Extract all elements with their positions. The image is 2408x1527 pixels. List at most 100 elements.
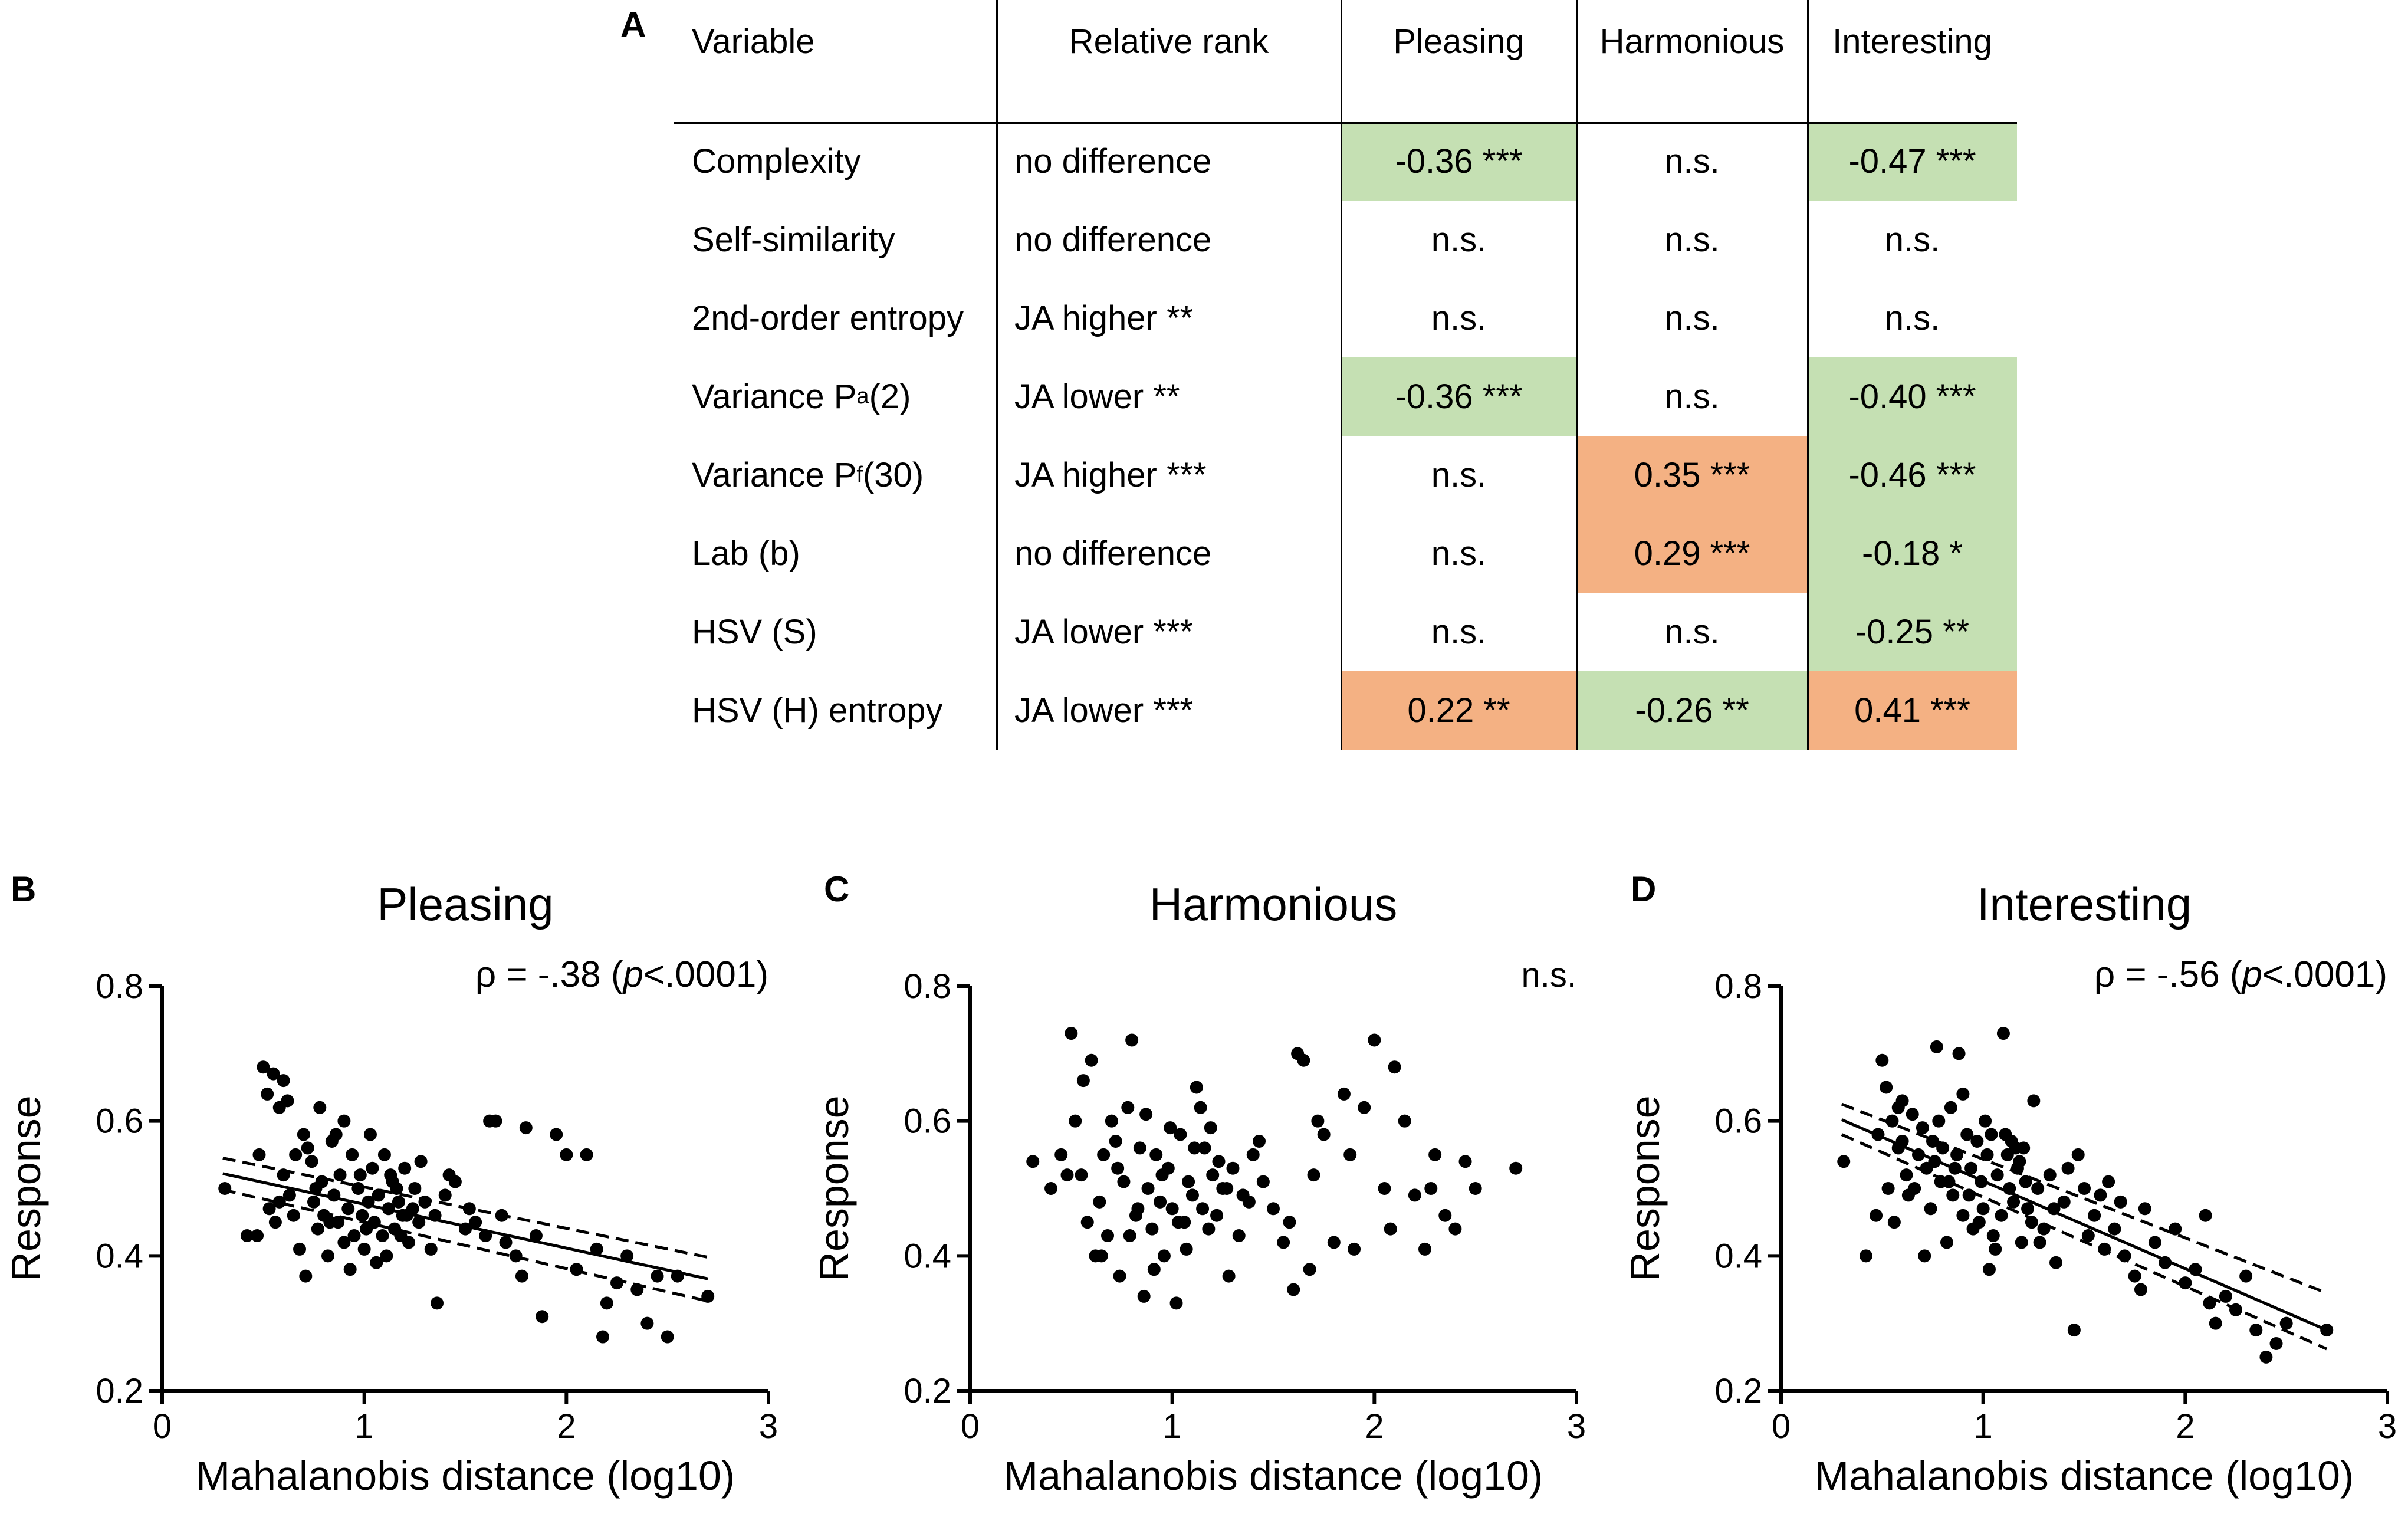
stat-rho: ρ = -.56 ( bbox=[2094, 954, 2242, 995]
data-point bbox=[1069, 1114, 1082, 1128]
data-point bbox=[1297, 1053, 1310, 1067]
data-point bbox=[1182, 1175, 1195, 1188]
y-tick-label: 0.4 bbox=[96, 1237, 143, 1275]
cell-pleasing: -0.36 *** bbox=[1341, 122, 1576, 201]
row-variable: Self-similarity bbox=[692, 221, 895, 259]
data-point bbox=[390, 1182, 403, 1195]
data-point bbox=[1125, 1033, 1139, 1047]
data-point bbox=[268, 1216, 282, 1229]
row-rank: JA higher *** bbox=[1014, 456, 1207, 494]
data-point bbox=[1885, 1114, 1899, 1128]
data-point bbox=[1388, 1060, 1401, 1074]
data-point bbox=[1303, 1263, 1316, 1276]
data-point bbox=[2081, 1229, 2095, 1243]
data-point bbox=[1196, 1202, 1210, 1216]
data-point bbox=[299, 1269, 313, 1283]
panel-label-a: A bbox=[620, 5, 646, 44]
data-point bbox=[1926, 1134, 1939, 1148]
x-tick-label: 3 bbox=[2378, 1407, 2397, 1446]
data-point bbox=[1999, 1128, 2012, 1141]
stat-p: p bbox=[2241, 954, 2262, 995]
row-rank: no difference bbox=[1014, 534, 1212, 573]
column-divider bbox=[1576, 0, 1578, 750]
data-point bbox=[1970, 1134, 1984, 1148]
x-tick-label: 1 bbox=[355, 1407, 374, 1446]
x-axis-label: Mahalanobis distance (log10) bbox=[1004, 1453, 1543, 1499]
data-point bbox=[536, 1310, 549, 1324]
data-point bbox=[346, 1148, 359, 1161]
header-pleasing: Pleasing bbox=[1393, 22, 1525, 61]
cell-pleasing: n.s. bbox=[1431, 299, 1487, 337]
data-point bbox=[218, 1182, 232, 1195]
ci-upper-line bbox=[1841, 1102, 2328, 1295]
data-point bbox=[311, 1222, 324, 1236]
data-point bbox=[1206, 1168, 1220, 1182]
data-point bbox=[1287, 1283, 1300, 1296]
data-point bbox=[1956, 1087, 1970, 1101]
data-point bbox=[1154, 1195, 1167, 1209]
data-point bbox=[321, 1249, 334, 1263]
y-tick-label: 0.8 bbox=[904, 967, 951, 1006]
data-point bbox=[1232, 1229, 1246, 1243]
data-point bbox=[1343, 1148, 1357, 1161]
regression-line bbox=[222, 1172, 708, 1280]
data-point bbox=[307, 1195, 320, 1209]
data-point bbox=[297, 1128, 310, 1141]
data-point bbox=[377, 1148, 391, 1161]
cell-harmonious: n.s. bbox=[1664, 299, 1720, 337]
row-variable: 2nd-order entropy bbox=[692, 299, 964, 337]
data-point bbox=[1932, 1114, 1946, 1128]
data-point bbox=[1946, 1188, 1960, 1202]
column-divider bbox=[1807, 0, 1809, 750]
data-point bbox=[1080, 1216, 1094, 1229]
header-harmonious: Harmonious bbox=[1599, 22, 1785, 61]
data-point bbox=[1076, 1074, 1090, 1088]
data-point bbox=[1145, 1222, 1159, 1236]
data-point bbox=[1204, 1121, 1217, 1135]
data-point bbox=[2078, 1182, 2091, 1195]
data-point bbox=[1093, 1195, 1106, 1209]
y-tick-label: 0.2 bbox=[1714, 1372, 1762, 1410]
data-point bbox=[1164, 1121, 1177, 1135]
cell-interesting: n.s. bbox=[1884, 221, 1940, 259]
data-point bbox=[1277, 1236, 1290, 1249]
data-point bbox=[2057, 1195, 2071, 1209]
data-point bbox=[1212, 1155, 1226, 1168]
data-point bbox=[2061, 1161, 2075, 1175]
y-tick-label: 0.4 bbox=[904, 1237, 951, 1275]
data-point bbox=[1327, 1236, 1341, 1249]
data-point bbox=[2320, 1324, 2334, 1337]
y-tick-label: 0.8 bbox=[1714, 967, 1762, 1006]
header-variable: Variable bbox=[692, 22, 815, 61]
y-axis-label: Response bbox=[3, 1095, 49, 1281]
panel-label-c: C bbox=[824, 869, 850, 909]
cell-interesting: -0.25 ** bbox=[1808, 593, 2017, 671]
data-point bbox=[2102, 1175, 2115, 1188]
data-point bbox=[1165, 1202, 1179, 1216]
data-point bbox=[412, 1216, 426, 1229]
data-point bbox=[1378, 1182, 1391, 1195]
correlation-table: Variable Relative rank Pleasing Harmonious I… bbox=[674, 0, 2017, 751]
data-point bbox=[305, 1155, 318, 1168]
data-point bbox=[287, 1209, 300, 1222]
data-point bbox=[1424, 1182, 1438, 1195]
y-tick-label: 0.4 bbox=[1714, 1237, 1762, 1275]
data-point bbox=[529, 1229, 543, 1243]
data-point bbox=[1226, 1161, 1240, 1175]
data-point bbox=[313, 1101, 327, 1114]
x-tick-label: 1 bbox=[1163, 1407, 1182, 1446]
stat-p: p bbox=[622, 954, 643, 995]
y-tick-label: 0.6 bbox=[904, 1102, 951, 1141]
data-point bbox=[560, 1148, 573, 1161]
x-tick-label: 2 bbox=[2176, 1407, 2195, 1446]
data-point bbox=[1141, 1182, 1155, 1195]
data-point bbox=[610, 1276, 623, 1290]
data-point bbox=[293, 1242, 307, 1256]
x-tick-label: 1 bbox=[1974, 1407, 1993, 1446]
data-point bbox=[1384, 1222, 1397, 1236]
data-point bbox=[1418, 1242, 1431, 1256]
data-point bbox=[1398, 1114, 1411, 1128]
plot-harmonious: Harmonious n.s. 0.2 0.4 0.6 0.8 0 1 2 3 Mahalanobi… bbox=[808, 843, 1610, 1527]
data-point bbox=[1942, 1175, 1956, 1188]
